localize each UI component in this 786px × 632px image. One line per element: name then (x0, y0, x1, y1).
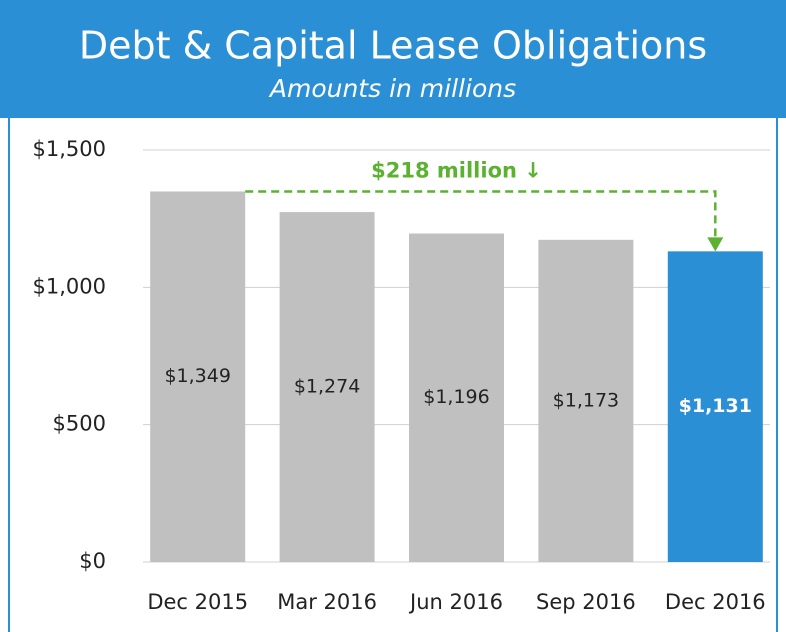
data-label: $1,173 (553, 389, 619, 411)
bar (279, 212, 375, 563)
data-label: $1,131 (679, 395, 752, 417)
bar (667, 251, 763, 563)
x-tick-label: Sep 2016 (536, 590, 636, 614)
y-tick-label: $0 (79, 549, 106, 573)
annotation-text: $218 million ↓ (371, 158, 542, 182)
y-tick-label: $1,500 (33, 137, 106, 161)
data-label: $1,349 (164, 365, 230, 387)
x-tick-label: Dec 2016 (665, 590, 766, 614)
y-tick-label: $500 (53, 412, 106, 436)
y-tick-label: $1,000 (33, 274, 106, 298)
bar (409, 233, 504, 563)
chart-subtitle: Amounts in millions (268, 74, 516, 103)
annotation-arrowhead (707, 237, 724, 252)
x-tick-label: Dec 2015 (147, 590, 248, 614)
chart-title: Debt & Capital Lease Obligations (79, 24, 707, 68)
bar (150, 191, 246, 562)
x-tick-label: Jun 2016 (408, 590, 503, 614)
annotation-connector (245, 190, 717, 240)
data-label: $1,196 (423, 386, 489, 408)
bar (538, 239, 634, 563)
header-band (0, 0, 786, 118)
x-tick-label: Mar 2016 (277, 590, 377, 614)
data-label: $1,274 (294, 376, 360, 398)
